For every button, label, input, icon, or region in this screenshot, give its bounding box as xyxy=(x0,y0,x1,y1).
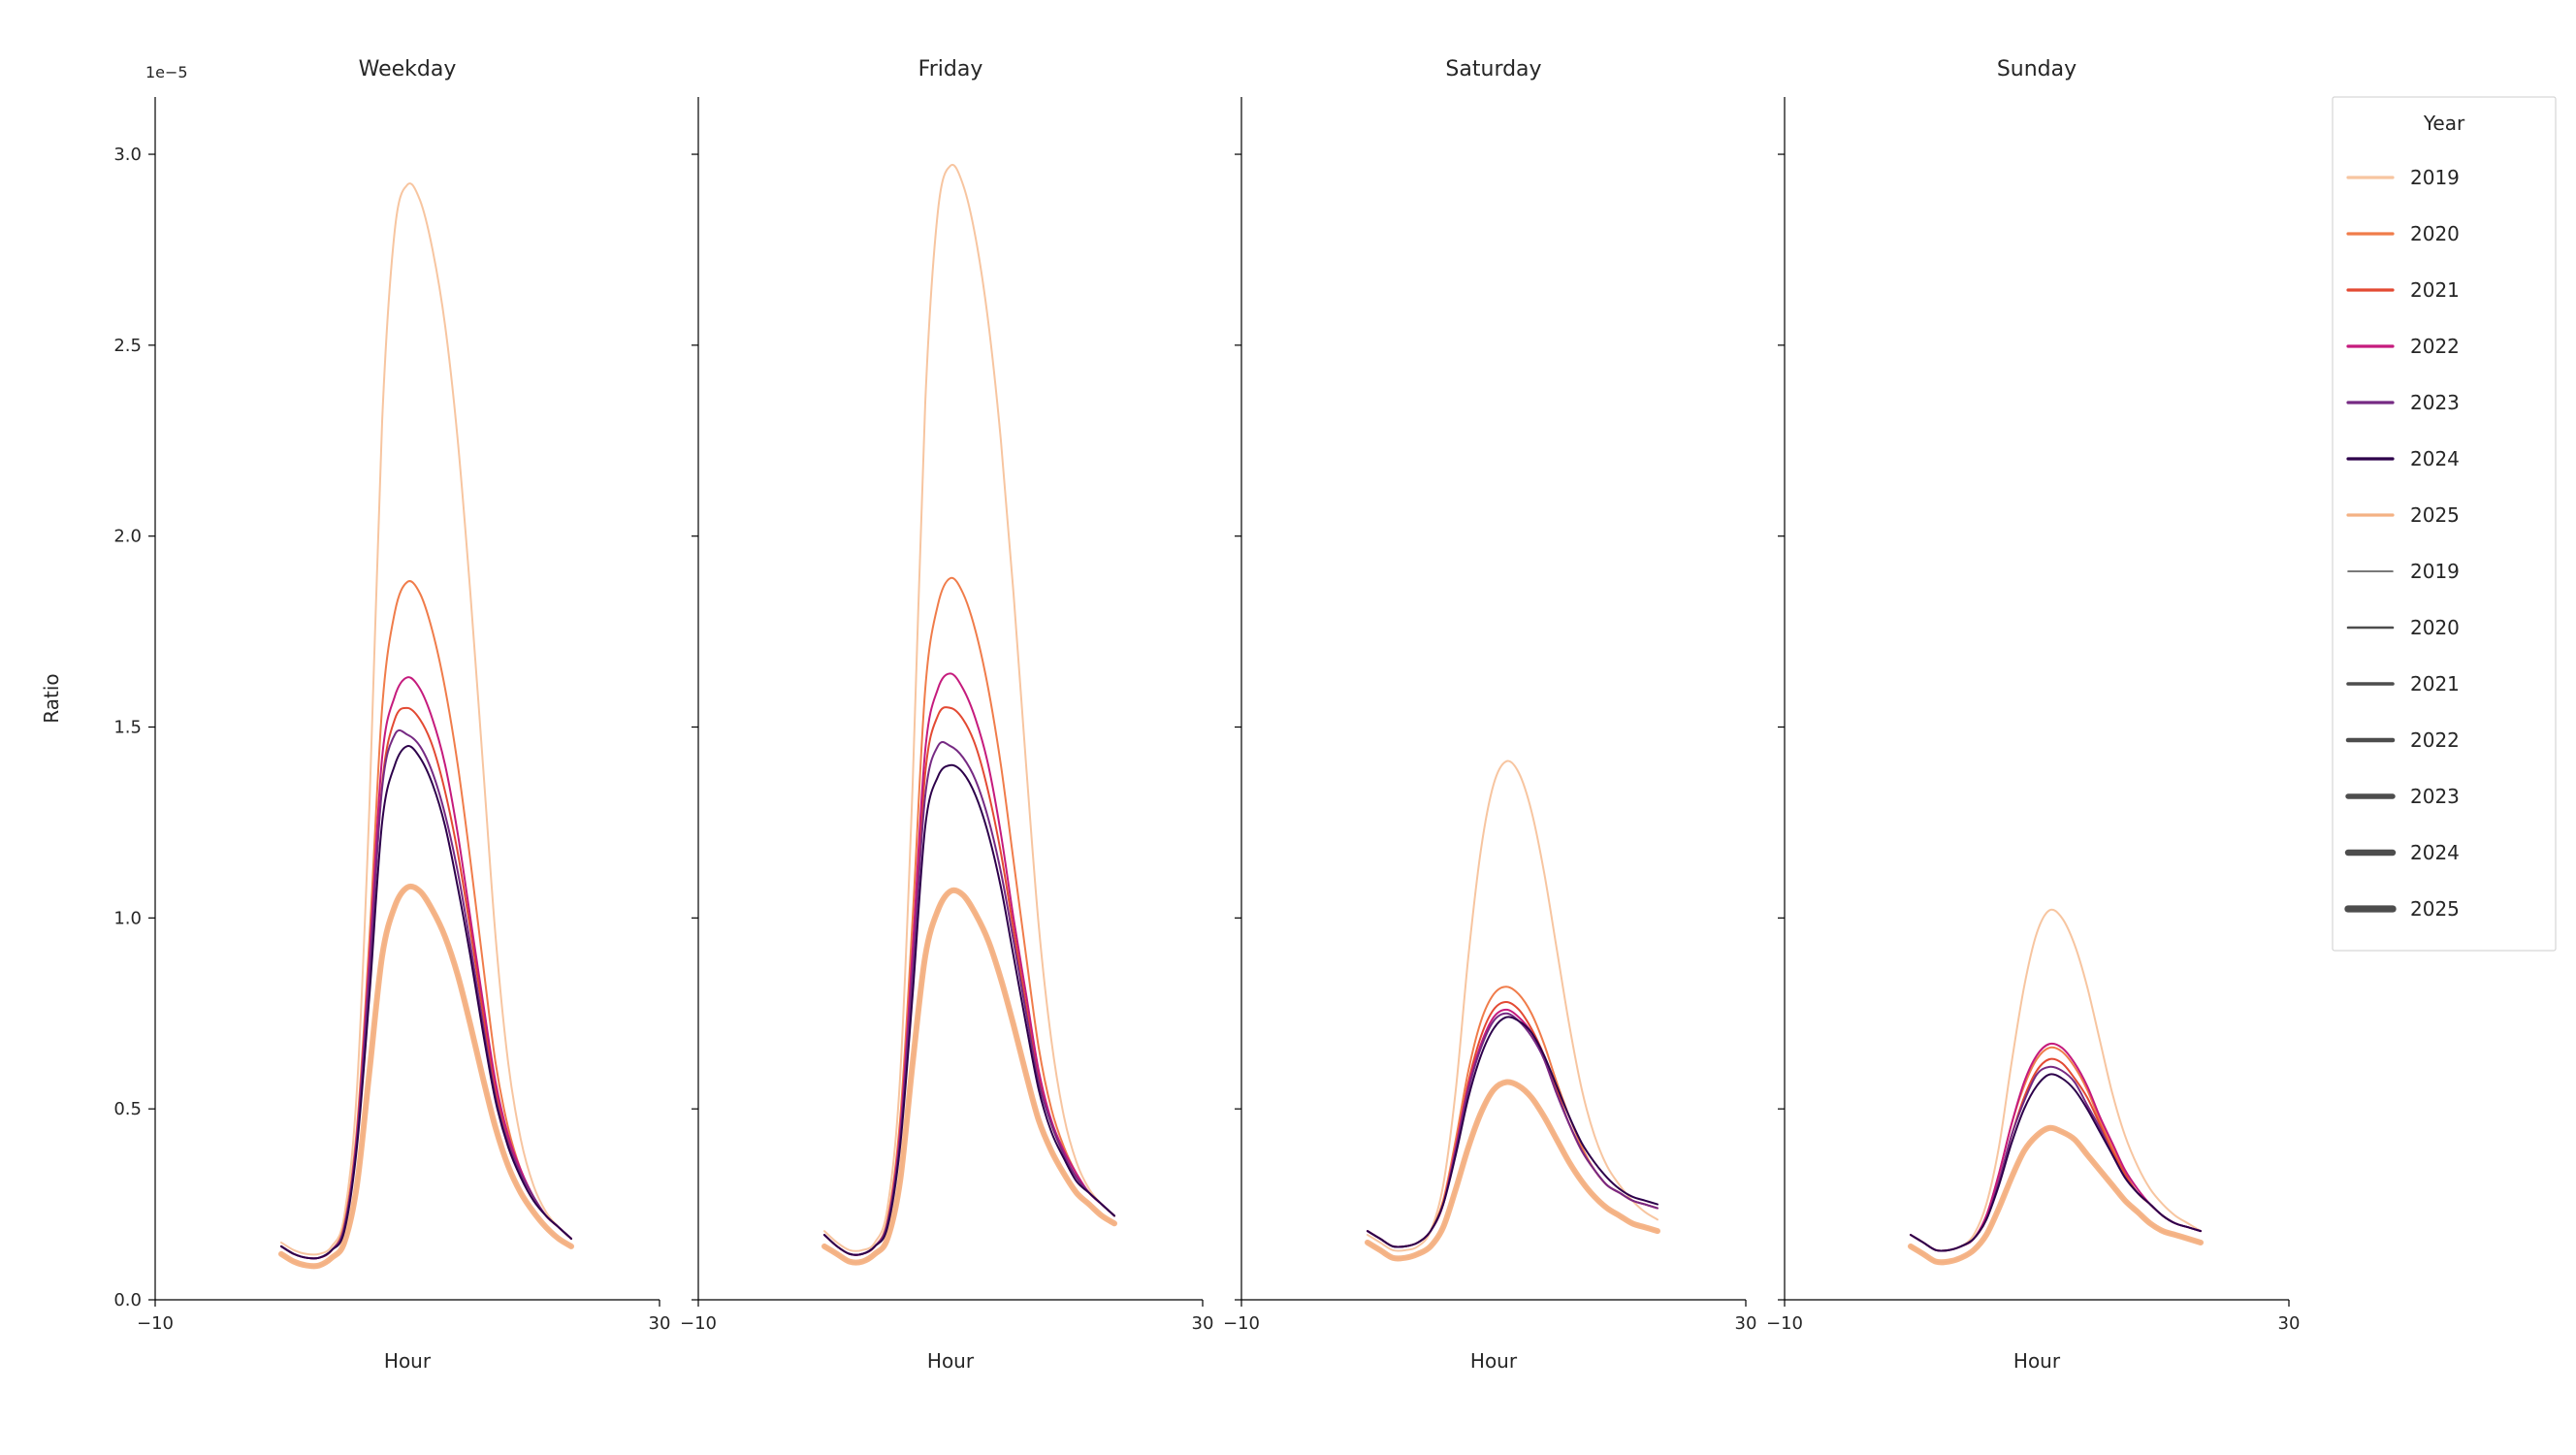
ytick-label: 0.5 xyxy=(113,1099,142,1119)
series-2023-weekday xyxy=(281,730,571,1259)
ytick-label: 2.0 xyxy=(113,527,142,547)
xtick-label: −10 xyxy=(1766,1313,1803,1334)
ytick-label: 1.5 xyxy=(113,718,142,738)
series-2020-saturday xyxy=(1368,986,1658,1246)
series-2021-weekday xyxy=(281,708,571,1259)
legend-label-0: 2019 xyxy=(2410,166,2460,189)
series-2025-weekday xyxy=(281,887,571,1267)
ratio-hour-multipanel-chart: Weekday 0.0 0.5 1.0 1.5 2.0 2.5 3.0 1e−5 Ratio −10… xyxy=(0,0,2576,1455)
legend-label-6: 2025 xyxy=(2410,503,2460,527)
series-2025-emph-sunday xyxy=(1911,1128,2201,1263)
panel-title-weekday: Weekday xyxy=(359,57,457,81)
series-2025-friday xyxy=(824,890,1114,1263)
legend-label-7: 2019 xyxy=(2410,560,2460,583)
panel-title-friday: Friday xyxy=(918,57,983,81)
xtick-label: −10 xyxy=(680,1313,717,1334)
series-2025-emph-weekday xyxy=(281,887,571,1267)
panel-sunday: Sunday −10 30 Hour xyxy=(1766,57,2300,1373)
legend: Year 2019 2020 2021 2022 2023 2024 2025 2019 2020… xyxy=(2333,97,2556,951)
series-2019-saturday xyxy=(1368,761,1658,1251)
legend-title: Year xyxy=(2423,112,2465,135)
legend-label-10: 2022 xyxy=(2410,728,2460,752)
legend-label-13: 2025 xyxy=(2410,897,2460,921)
ytick-label: 2.5 xyxy=(113,336,142,356)
ytick-label: 3.0 xyxy=(113,145,142,165)
series-2023-sunday xyxy=(1911,1067,2201,1251)
xtick-label: 30 xyxy=(649,1313,671,1334)
legend-label-5: 2024 xyxy=(2410,447,2460,470)
x-axis-title: Hour xyxy=(1470,1349,1518,1373)
xtick-label: −10 xyxy=(137,1313,174,1334)
panel-title-saturday: Saturday xyxy=(1445,57,1541,81)
series-2020-weekday xyxy=(281,581,571,1258)
series-2020-friday xyxy=(824,578,1114,1255)
y-axis-title: Ratio xyxy=(40,673,63,723)
series-2022-weekday xyxy=(281,677,571,1258)
legend-label-12: 2024 xyxy=(2410,841,2460,864)
legend-label-3: 2022 xyxy=(2410,335,2460,358)
xtick-label: 30 xyxy=(1735,1313,1757,1334)
series-2021-sunday xyxy=(1911,1059,2201,1251)
series-2020-sunday xyxy=(1911,1048,2201,1251)
y-exponent-label: 1e−5 xyxy=(145,63,188,81)
series-2019-sunday xyxy=(1911,910,2201,1251)
series-2025-saturday xyxy=(1368,1082,1658,1258)
xtick-label: −10 xyxy=(1223,1313,1260,1334)
series-2024-weekday xyxy=(281,746,571,1258)
x-axis-title: Hour xyxy=(2013,1349,2061,1373)
x-axis-title: Hour xyxy=(927,1349,975,1373)
legend-label-8: 2020 xyxy=(2410,616,2460,639)
legend-label-9: 2021 xyxy=(2410,672,2460,695)
legend-label-2: 2021 xyxy=(2410,278,2460,302)
panel-title-sunday: Sunday xyxy=(1997,57,2077,81)
series-2023-friday xyxy=(824,742,1114,1255)
panel-friday: Friday −10 30 Hour xyxy=(680,57,1213,1373)
legend-label-11: 2023 xyxy=(2410,785,2460,808)
ytick-label: 1.0 xyxy=(113,908,142,928)
legend-label-1: 2020 xyxy=(2410,222,2460,245)
xtick-label: 30 xyxy=(2278,1313,2301,1334)
series-2024-sunday xyxy=(1911,1074,2201,1250)
xtick-label: 30 xyxy=(1192,1313,1214,1334)
panel-saturday: Saturday −10 30 Hour xyxy=(1223,57,1756,1373)
series-2025-emph-saturday xyxy=(1368,1082,1658,1258)
series-2019-friday xyxy=(824,165,1114,1251)
series-2025-sunday xyxy=(1911,1128,2201,1263)
x-axis-title: Hour xyxy=(384,1349,432,1373)
ytick-label: 0.0 xyxy=(113,1290,142,1310)
panel-weekday: Weekday 0.0 0.5 1.0 1.5 2.0 2.5 3.0 1e−5 Ratio −10… xyxy=(40,57,670,1373)
legend-label-4: 2023 xyxy=(2410,391,2460,414)
series-2025-emph-friday xyxy=(824,890,1114,1263)
series-2019-weekday xyxy=(281,183,571,1254)
